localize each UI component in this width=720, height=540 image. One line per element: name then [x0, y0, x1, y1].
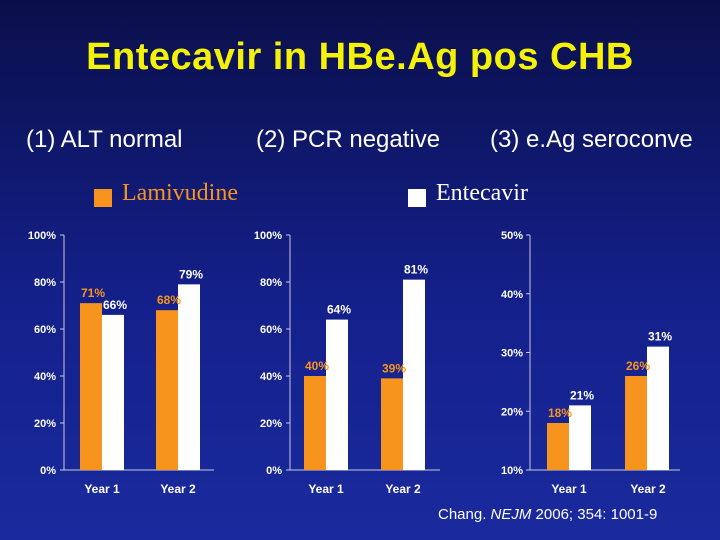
x-category-label: Year 1: [551, 482, 587, 496]
y-tick-label: 80%: [34, 277, 56, 289]
data-label-entecavir-2: 81%: [404, 263, 428, 277]
y-tick-label: 40%: [501, 289, 523, 301]
bar-entecavir-1: [326, 319, 348, 470]
y-tick-label: 100%: [254, 230, 282, 242]
subheading-alt-normal: (1) ALT normal: [26, 126, 183, 153]
citation-journal: NEJM: [490, 506, 532, 523]
y-tick-label: 20%: [501, 406, 523, 418]
subheading-eag-seroconversion: (3) e.Ag seroconve: [490, 126, 693, 153]
subheading-row: (1) ALT normal (2) PCR negative (3) e.Ag…: [0, 126, 720, 160]
chart-2: 0% 20% 40% 60% 80% 100% 40% 39% 64% 81% Year 1 Year…: [254, 230, 440, 496]
data-label-entecavir-2: 31%: [648, 330, 672, 344]
data-label-lamivudine-2: 68%: [157, 293, 181, 307]
citation: Chang. NEJM 2006; 354: 1001-9: [438, 506, 657, 523]
y-tick-label: 60%: [34, 324, 56, 336]
x-category-label: Year 1: [308, 482, 344, 496]
y-tick-label: 60%: [260, 324, 282, 336]
y-tick-label: 0%: [266, 465, 282, 477]
y-tick-label: 80%: [260, 277, 282, 289]
data-label-entecavir-2: 79%: [179, 267, 203, 281]
citation-prefix: Chang.: [438, 506, 491, 523]
data-label-lamivudine-1: 18%: [548, 406, 572, 420]
y-tick-label: 0%: [40, 465, 56, 477]
data-label-entecavir-1: 21%: [570, 388, 594, 402]
legend-label-entecavir: Entecavir: [436, 180, 528, 206]
bar-lamivudine-1: [304, 376, 326, 470]
data-label-lamivudine-2: 39%: [382, 361, 406, 375]
data-label-entecavir-1: 66%: [103, 298, 127, 312]
data-label-lamivudine-1: 71%: [81, 286, 105, 300]
y-tick-label: 40%: [34, 371, 56, 383]
x-category-label: Year 2: [630, 482, 666, 496]
bar-entecavir-2: [178, 284, 200, 470]
x-category-label: Year 2: [160, 482, 196, 496]
slide-title: Entecavir in HBe.Ag pos CHB: [86, 36, 634, 78]
chart-3: 10% 20% 30% 40% 50% 18% 26% 21% 31% Year 1 Year 2: [501, 230, 680, 496]
bar-lamivudine-1: [547, 423, 569, 470]
bar-entecavir-1: [569, 405, 591, 470]
x-category-label: Year 2: [385, 482, 421, 496]
y-tick-label: 40%: [260, 371, 282, 383]
y-tick-label: 50%: [501, 230, 523, 242]
legend-swatch-lamivudine: [94, 189, 112, 207]
chart-1: 0% 20% 40% 60% 80% 100% 71% 68% 66% 79% Year 1 Year…: [28, 230, 214, 496]
y-tick-label: 100%: [28, 230, 56, 242]
bar-entecavir-2: [647, 346, 669, 470]
legend-label-lamivudine: Lamivudine: [122, 180, 238, 206]
y-tick-label: 20%: [260, 418, 282, 430]
y-tick-label: 30%: [501, 348, 523, 360]
data-label-lamivudine-2: 26%: [626, 359, 650, 373]
bar-lamivudine-2: [381, 378, 403, 470]
subheading-pcr-negative: (2) PCR negative: [256, 126, 441, 153]
data-label-entecavir-1: 64%: [327, 303, 351, 317]
y-tick-label: 10%: [501, 465, 523, 477]
y-tick-label: 20%: [34, 418, 56, 430]
bar-entecavir-2: [403, 279, 425, 470]
citation-suffix: 2006; 354: 1001-9: [531, 506, 658, 523]
bar-lamivudine-2: [625, 376, 647, 470]
bar-entecavir-1: [102, 314, 124, 470]
bar-lamivudine-2: [156, 310, 178, 470]
x-category-label: Year 1: [84, 482, 120, 496]
data-label-lamivudine-1: 40%: [305, 359, 329, 373]
legend-swatch-entecavir: [408, 189, 426, 207]
bar-lamivudine-1: [80, 303, 102, 470]
